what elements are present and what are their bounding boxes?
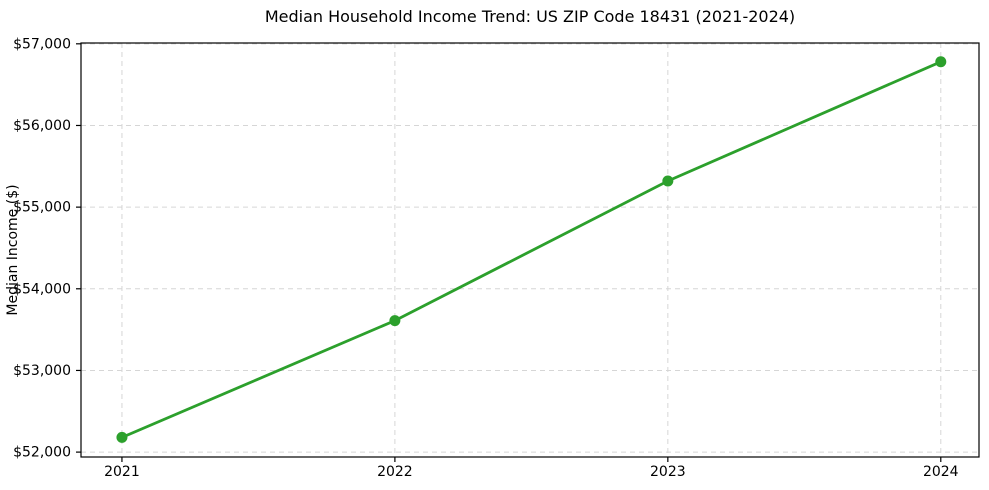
data-point [389, 315, 401, 327]
y-tick-label: $56,000 [13, 118, 71, 134]
y-tick-label: $52,000 [13, 445, 71, 461]
y-tick-label: $54,000 [13, 281, 71, 297]
x-tick-label: 2022 [377, 464, 413, 480]
data-point [662, 175, 674, 187]
trend-line [120, 60, 943, 439]
plot-border [80, 42, 980, 458]
x-tick-label: 2023 [650, 464, 686, 480]
y-tick-label: $55,000 [13, 200, 71, 216]
y-tick-label: $57,000 [13, 36, 71, 52]
data-point [935, 56, 947, 68]
x-tick-label: 2021 [104, 464, 140, 480]
y-tick-label: $53,000 [13, 363, 71, 379]
x-tick-label: 2024 [923, 464, 959, 480]
chart-title: Median Household Income Trend: US ZIP Co… [264, 7, 796, 26]
data-point [116, 431, 128, 443]
